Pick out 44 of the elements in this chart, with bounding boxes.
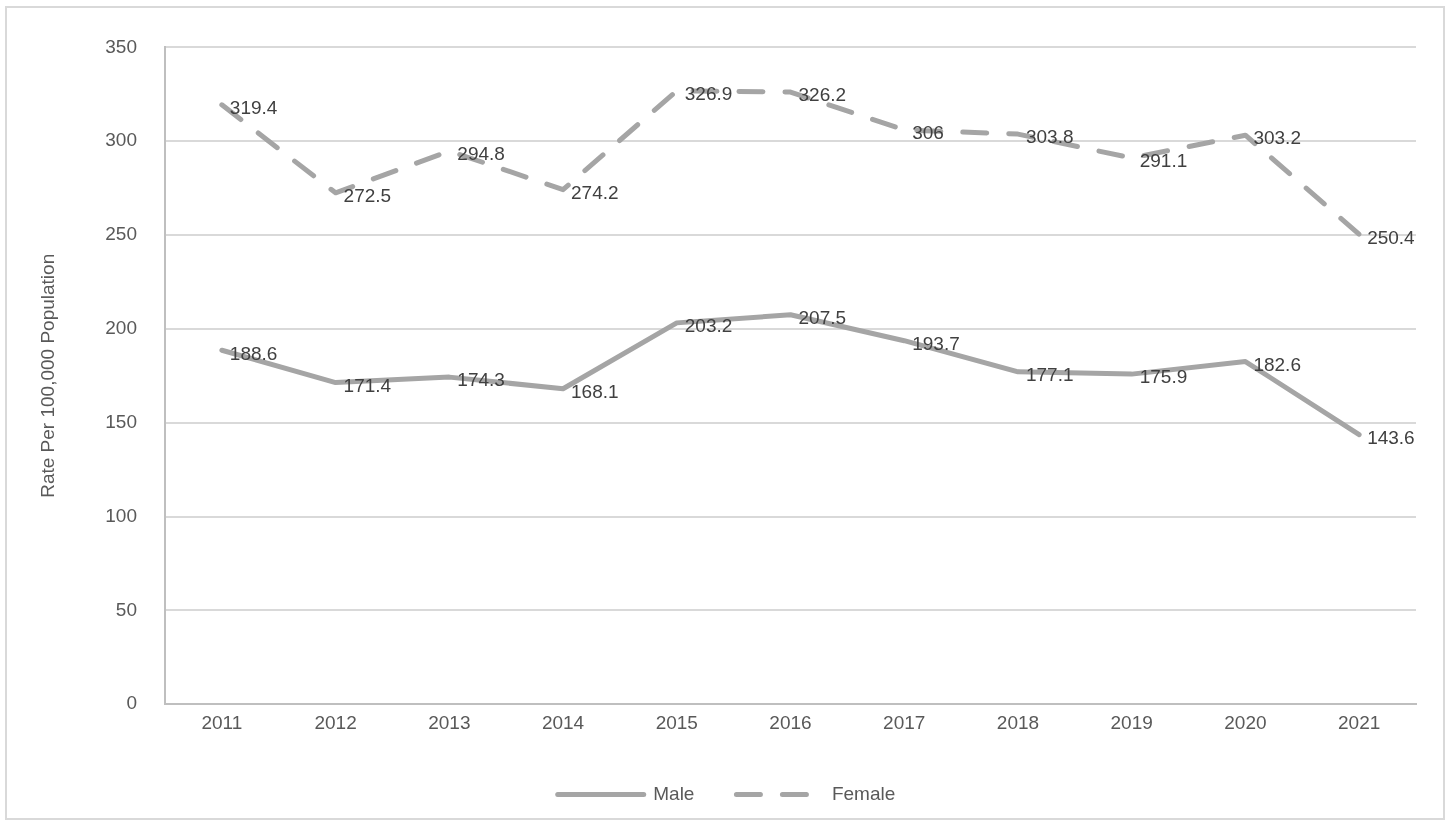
- data-label: 143.6: [1367, 426, 1415, 448]
- legend-label: Male: [653, 782, 695, 804]
- x-tick-label: 2016: [769, 711, 812, 733]
- data-label: 306: [912, 122, 944, 144]
- data-label: 175.9: [1139, 366, 1188, 388]
- legend-label: Female: [831, 782, 896, 804]
- x-tick-label: 2020: [1224, 711, 1267, 733]
- y-tick-label: 150: [105, 410, 137, 432]
- data-label: 207.5: [798, 307, 847, 329]
- data-label: 291.1: [1139, 150, 1188, 172]
- data-label: 274.2: [571, 181, 619, 203]
- x-tick-label: 2011: [201, 711, 243, 733]
- data-label: 188.6: [229, 342, 278, 364]
- y-tick-label: 100: [105, 504, 137, 526]
- x-tick-label: 2012: [314, 711, 357, 733]
- data-label: 326.2: [798, 84, 847, 106]
- x-tick-label: 2015: [655, 711, 698, 733]
- data-label: 177.1: [1025, 364, 1074, 386]
- x-tick-label: 2021: [1338, 711, 1381, 733]
- data-label: 174.3: [457, 369, 505, 391]
- y-axis-title: Rate Per 100,000 Population: [36, 253, 58, 498]
- data-label: 203.2: [684, 315, 733, 337]
- data-label: 182.6: [1253, 353, 1301, 375]
- data-label: 326.9: [684, 82, 733, 104]
- x-tick-label: 2013: [428, 711, 471, 733]
- data-label: 250.4: [1367, 226, 1416, 248]
- data-label: 272.5: [343, 185, 392, 207]
- data-label: 168.1: [571, 380, 619, 402]
- y-tick-label: 250: [105, 223, 137, 245]
- data-label: 319.4: [229, 97, 278, 119]
- x-tick-label: 2018: [996, 711, 1040, 733]
- data-label: 303.8: [1025, 126, 1074, 148]
- y-tick-label: 300: [105, 129, 137, 151]
- data-label: 294.8: [457, 143, 505, 165]
- x-tick-label: 2014: [541, 711, 585, 733]
- y-tick-label: 0: [126, 692, 137, 714]
- data-label: 303.2: [1253, 127, 1301, 149]
- data-label: 171.4: [343, 374, 392, 396]
- y-tick-label: 200: [105, 317, 137, 339]
- x-tick-label: 2017: [883, 711, 926, 733]
- y-tick-label: 350: [105, 35, 137, 57]
- y-tick-label: 50: [115, 598, 137, 620]
- x-tick-label: 2019: [1110, 711, 1153, 733]
- data-label: 193.7: [912, 332, 960, 354]
